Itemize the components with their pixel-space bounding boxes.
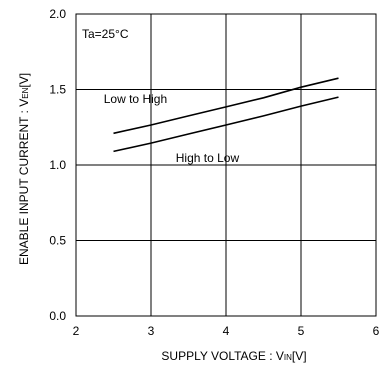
condition-label: Ta=25°C	[82, 27, 129, 41]
series-line-low-to-high	[113, 77, 339, 135]
x-tick-label: 2	[73, 324, 80, 338]
y-tick-labels: 0.0 0.5 1.0 1.5 2.0	[49, 7, 66, 323]
y-axis-title: ENABLE INPUT CURRENT : VEN[V]	[17, 73, 31, 265]
series-line-high-to-low	[113, 96, 339, 153]
series-lines	[113, 77, 339, 153]
x-tick-label: 5	[298, 324, 305, 338]
x-tick-label: 6	[373, 324, 380, 338]
x-axis-title-unit: [V]	[292, 349, 307, 363]
plot-frame	[75, 13, 377, 317]
y-axis-title-subscript: EN	[21, 87, 30, 98]
y-tick-label: 0.5	[49, 234, 66, 248]
x-tick-label: 4	[223, 324, 230, 338]
x-axis-title-subscript: IN	[284, 353, 292, 362]
y-tick-label: 1.0	[49, 158, 66, 172]
series-label-low-to-high: Low to High	[104, 92, 167, 106]
y-tick-label: 1.5	[49, 83, 66, 97]
series-label-high-to-low: High to Low	[176, 151, 240, 165]
x-axis-title-main: SUPPLY VOLTAGE : V	[161, 349, 284, 363]
x-tick-labels: 2 3 4 5 6	[73, 324, 380, 338]
x-axis-title: SUPPLY VOLTAGE : VIN[V]	[161, 349, 306, 363]
y-tick-label: 2.0	[49, 7, 66, 21]
x-tick-label: 3	[148, 324, 155, 338]
y-axis-title-main: ENABLE INPUT CURRENT : V	[17, 99, 31, 265]
y-axis-title-unit: [V]	[17, 73, 31, 88]
y-tick-label: 0.0	[49, 309, 66, 323]
grid-lines	[76, 14, 376, 316]
